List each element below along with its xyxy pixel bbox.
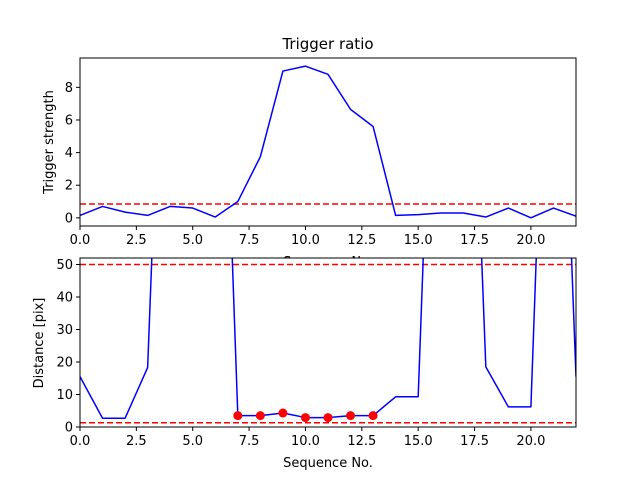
x-tick-label: 10.0 (291, 233, 320, 248)
y-tick-label: 10 (56, 388, 73, 403)
y-tick-label: 4 (65, 146, 73, 161)
plot-area (80, 258, 576, 424)
x-tick-label: 7.5 (239, 434, 260, 449)
chart-title: Trigger ratio (281, 35, 373, 53)
y-tick-label: 8 (65, 81, 73, 96)
x-tick-label: 5.0 (182, 233, 203, 248)
y-tick-label: 20 (56, 356, 73, 371)
data-point (368, 411, 378, 421)
x-tick-label: 2.5 (126, 233, 147, 248)
x-tick-label: 12.5 (347, 233, 376, 248)
data-point (346, 411, 356, 421)
y-axis-label: Trigger strength (42, 90, 57, 195)
data-point (323, 413, 333, 423)
x-tick-label: 10.0 (291, 434, 320, 449)
x-tick-label: 17.5 (460, 233, 489, 248)
data-point (255, 411, 265, 421)
x-tick-label: 0.0 (70, 434, 91, 449)
x-tick-label: 15.0 (404, 233, 433, 248)
y-tick-label: 0 (65, 421, 73, 436)
x-tick-label: 0.0 (70, 233, 91, 248)
y-axis-label: Distance [pix] (32, 298, 47, 389)
y-tick-label: 2 (65, 179, 73, 194)
data-point (233, 411, 243, 421)
data-point (278, 408, 288, 418)
data-point (300, 413, 310, 423)
x-tick-label: 15.0 (404, 434, 433, 449)
y-tick-label: 6 (65, 113, 73, 128)
y-tick-label: 40 (56, 291, 73, 306)
x-tick-label: 17.5 (460, 434, 489, 449)
plot-area (80, 65, 576, 219)
x-axis-label: Sequence No. (283, 456, 373, 471)
plot-background (80, 258, 576, 427)
x-tick-label: 20.0 (516, 434, 545, 449)
axes-frame (79, 57, 577, 227)
x-tick-label: 20.0 (516, 233, 545, 248)
distance-panel: Distance [pix] Sequence No. 0.0 2.5 5.0 7.5… (32, 257, 577, 471)
x-tick-label: 2.5 (126, 434, 147, 449)
x-tick-label: 12.5 (347, 434, 376, 449)
y-tick-label: 0 (65, 211, 73, 226)
x-tick-label: 5.0 (182, 434, 203, 449)
series-line (80, 65, 576, 219)
axes-frame (79, 257, 577, 428)
x-tick-label: 7.5 (239, 233, 260, 248)
trigger-ratio-panel: Trigger ratio Trigger strength Sequence … (42, 35, 577, 270)
y-tick-label: 50 (56, 258, 73, 273)
y-tick-label: 30 (56, 323, 73, 338)
